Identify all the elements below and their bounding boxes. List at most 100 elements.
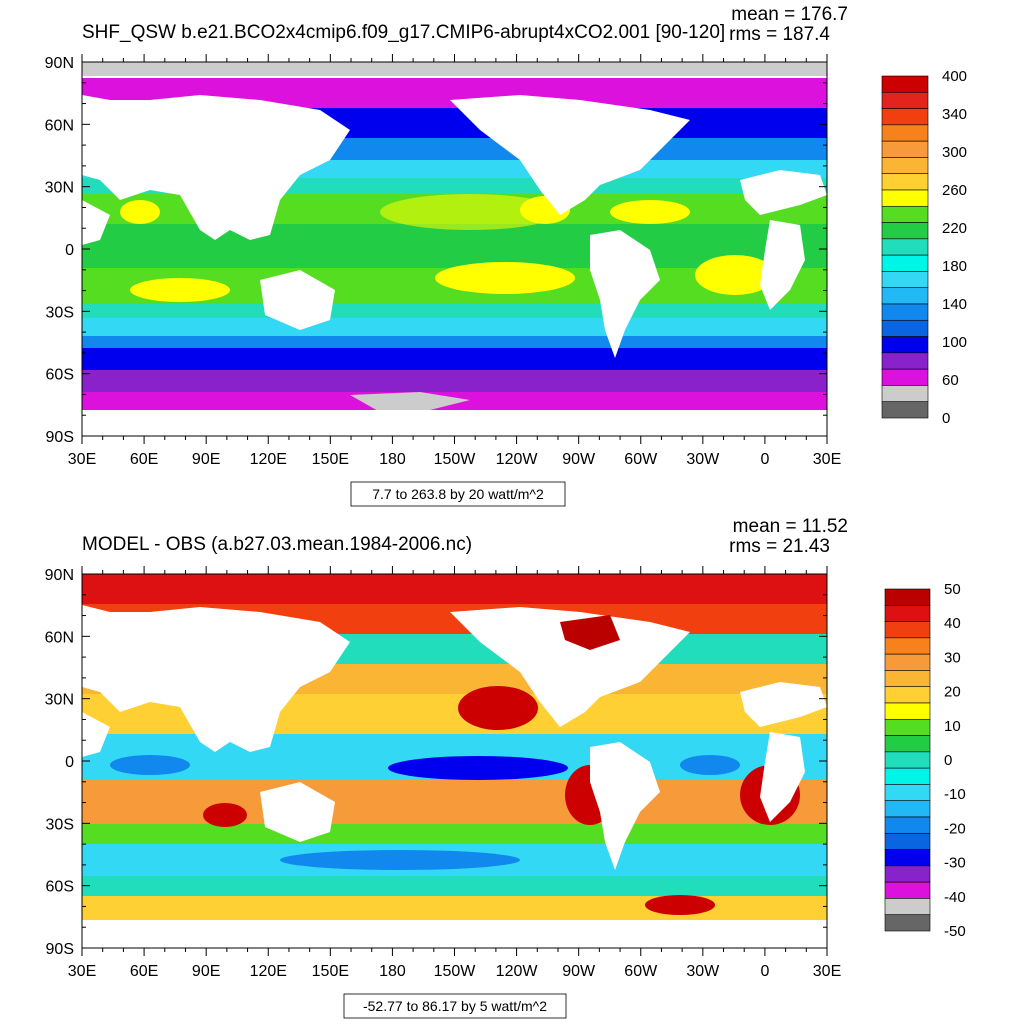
colorbar-label: -30	[944, 855, 966, 872]
axis-ticks: 90N 60N 30N 0 30S 60S 90S 30E 60E 90E 120E 150E 180 1…	[45, 54, 841, 468]
colorbar-label: 180	[942, 258, 967, 275]
lon-label: 30E	[813, 451, 841, 468]
lon-label: 120W	[496, 451, 539, 468]
lon-label: 90W	[562, 963, 596, 980]
lat-label: 60N	[45, 117, 74, 134]
colorbar-swatch	[881, 140, 929, 158]
lon-label: 30E	[68, 963, 96, 980]
colorbar-swatch	[881, 108, 929, 126]
colorbar-swatch	[884, 686, 931, 704]
colorbar-label: -20	[944, 820, 966, 837]
colorbar-swatch	[884, 800, 931, 818]
colorbar-swatch	[881, 385, 929, 403]
lat-label: 0	[65, 242, 74, 259]
colorbar-label: 10	[944, 718, 961, 735]
lon-label: 60W	[624, 963, 658, 980]
colorbar-swatch	[884, 718, 931, 736]
colorbar-label: 220	[942, 220, 967, 237]
lat-label: 30N	[45, 692, 74, 709]
colorbar-swatch	[881, 91, 929, 109]
colorbar-label: 260	[942, 182, 967, 199]
panel-bottom: MODEL - OBS (a.b27.03.mean.1984-2006.nc)…	[45, 516, 966, 1019]
lat-label: 60S	[46, 367, 74, 384]
lon-label: 30E	[68, 451, 96, 468]
lon-label: 30W	[686, 963, 720, 980]
colorbar-swatch	[881, 368, 929, 386]
info-label: 7.7 to 263.8 by 20 watt/m^2	[372, 486, 544, 502]
colorbar-label: 0	[944, 752, 952, 769]
colorbar-swatch	[881, 303, 929, 321]
lat-label: 30N	[45, 180, 74, 197]
colorbar: 400 340 300 260 220 180 140 100 60 0	[881, 68, 967, 427]
mean-label: mean = 176.7	[731, 4, 848, 25]
colorbar-swatch	[884, 604, 931, 622]
panel-top: SHF_QSW b.e21.BCO2x4cmip6.f09_g17.CMIP6-…	[45, 4, 967, 507]
lat-label: 30S	[46, 304, 74, 321]
colorbar-swatch	[884, 816, 931, 834]
colorbar-swatch	[881, 205, 929, 223]
colorbar-swatch	[884, 865, 931, 883]
lat-label: 90S	[46, 941, 74, 958]
colorbar-label: -40	[944, 889, 966, 906]
lat-label: 60N	[45, 629, 74, 646]
mean-label: mean = 11.52	[733, 516, 848, 537]
lat-label: 90S	[46, 429, 74, 446]
info-label: -52.77 to 86.17 by 5 watt/m^2	[363, 998, 547, 1014]
lon-label: 90E	[192, 451, 220, 468]
rms-label: rms = 187.4	[729, 24, 830, 45]
panel-title: MODEL - OBS (a.b27.03.mean.1984-2006.nc)	[82, 534, 472, 555]
info-box	[350, 481, 566, 507]
colorbar-swatch	[884, 914, 931, 932]
colorbar-swatch	[881, 124, 929, 142]
colorbar-swatch	[884, 621, 931, 639]
colorbar-swatch	[881, 222, 929, 240]
colorbar-label: 340	[942, 106, 967, 123]
rms-label: rms = 21.43	[729, 536, 830, 557]
lat-label: 90N	[45, 55, 74, 72]
lon-label: 150W	[434, 963, 477, 980]
colorbar-swatch	[884, 588, 931, 606]
colorbar-swatch	[881, 254, 929, 272]
lon-label: 90W	[562, 451, 596, 468]
colorbar-label: 300	[942, 144, 967, 161]
colorbar-swatch	[884, 735, 931, 753]
colorbar-swatch	[881, 287, 929, 305]
colorbar-label: -50	[944, 923, 966, 940]
lon-label: 60E	[130, 963, 158, 980]
map-field	[82, 62, 827, 436]
lon-label: 0	[760, 963, 769, 980]
lon-label: 30W	[686, 451, 720, 468]
lon-label: 60E	[130, 451, 158, 468]
lon-label: 150E	[312, 451, 349, 468]
colorbar-swatch	[884, 898, 931, 916]
info-box	[343, 993, 567, 1019]
lat-label: 60S	[46, 879, 74, 896]
colorbar-label: -10	[944, 786, 966, 803]
colorbar-label: 20	[944, 684, 961, 701]
lat-label: 0	[65, 754, 74, 771]
map-field	[82, 574, 827, 948]
colorbar-swatch	[884, 637, 931, 655]
lon-label: 150W	[434, 451, 477, 468]
lon-label: 0	[760, 451, 769, 468]
colorbar-label: 0	[942, 410, 950, 427]
colorbar-swatch	[881, 157, 929, 175]
colorbar-swatch	[884, 784, 931, 802]
colorbar-label: 30	[944, 649, 961, 666]
colorbar-swatch	[884, 670, 931, 688]
colorbar-swatch	[881, 271, 929, 289]
colorbar-swatch	[884, 751, 931, 769]
lon-label: 180	[379, 963, 406, 980]
colorbar-swatch	[881, 173, 929, 191]
colorbar-label: 40	[944, 615, 961, 632]
colorbar-swatch	[884, 881, 931, 899]
colorbar-label: 100	[942, 334, 967, 351]
lat-label: 90N	[45, 567, 74, 584]
lon-label: 150E	[312, 963, 349, 980]
colorbar-swatch	[881, 336, 929, 354]
lon-label: 60W	[624, 451, 658, 468]
colorbar-swatch	[881, 238, 929, 256]
colorbar-swatch	[881, 319, 929, 337]
axis-ticks: 90N 60N 30N 0 30S 60S 90S 30E 60E 90E 120E 150E 180 1…	[45, 566, 841, 980]
